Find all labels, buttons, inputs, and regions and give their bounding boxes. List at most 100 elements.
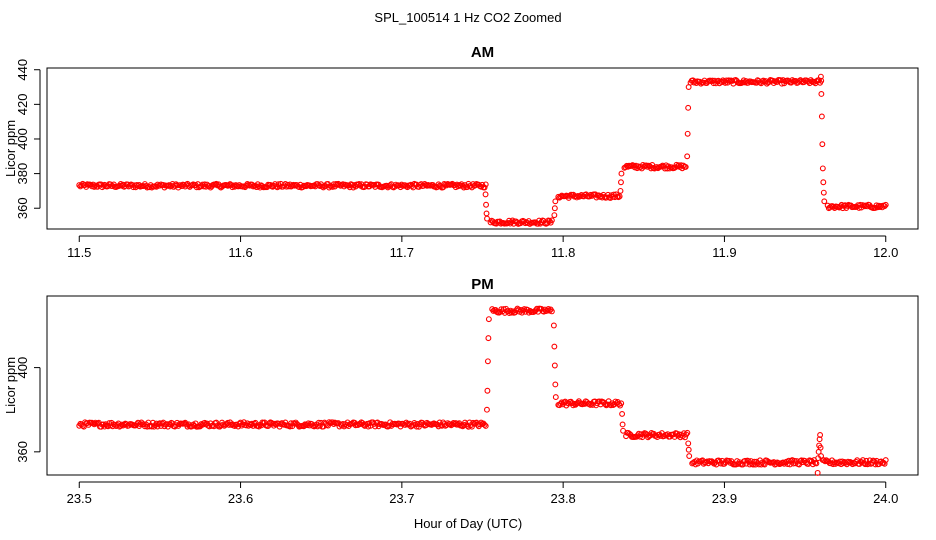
data-point (156, 420, 163, 427)
data-point (481, 421, 488, 428)
data-point (551, 205, 558, 212)
data-point (485, 316, 492, 323)
data-point (483, 201, 489, 208)
data-point (682, 434, 688, 441)
y-tick-label: 360 (15, 197, 30, 219)
data-point (379, 421, 386, 428)
plot-frame (46, 67, 919, 230)
data-point (872, 461, 879, 468)
data-point (751, 458, 758, 465)
y-tick-label: 400 (15, 357, 30, 379)
x-tick-label: 23.7 (389, 491, 414, 506)
data-point (818, 91, 825, 97)
x-tick-label: 12.0 (873, 245, 898, 260)
data-point (319, 183, 326, 190)
data-point (862, 461, 869, 468)
data-point (551, 212, 558, 219)
data-point (552, 198, 559, 205)
data-point (882, 201, 889, 208)
data-point (485, 335, 492, 342)
data-point (882, 457, 889, 463)
data-point (742, 457, 749, 464)
data-point (156, 182, 163, 189)
panel-title: AM (471, 44, 494, 61)
x-tick-label: 11.8 (551, 245, 575, 260)
y-axis-label: Licor ppm (3, 357, 18, 414)
data-point (291, 420, 298, 427)
data-point (619, 410, 626, 417)
data-point (865, 460, 872, 467)
data-point (392, 181, 399, 188)
data-point (819, 165, 826, 172)
data-point (153, 420, 160, 427)
y-tick-label: 440 (15, 59, 30, 81)
data-point (482, 181, 489, 188)
x-tick-label: 11.7 (390, 245, 414, 260)
data-point (618, 179, 624, 186)
data-point (484, 215, 490, 222)
x-tick-label: 11.6 (228, 245, 252, 260)
data-point (821, 198, 828, 205)
data-point (682, 163, 689, 170)
am-panel: AM 11.5 11.6 11.7 11.8 11.9 12.0 360 380 400 420 44… (3, 44, 919, 260)
data-point (483, 406, 490, 413)
data-point (818, 113, 825, 120)
data-point (484, 387, 491, 394)
data-point (579, 401, 586, 408)
data-point (685, 440, 692, 447)
data-point (315, 419, 322, 426)
data-point (616, 193, 623, 200)
data-point (481, 184, 488, 191)
data-point (686, 453, 693, 459)
data-point (552, 381, 559, 388)
data-point (685, 84, 692, 90)
x-tick-label: 11.5 (67, 245, 91, 260)
data-point (643, 162, 650, 169)
x-tick-label: 11.9 (712, 245, 736, 260)
data-point (329, 184, 336, 190)
data-point (818, 77, 825, 84)
data-point (820, 189, 827, 196)
data-point (482, 191, 489, 198)
panel-title: PM (471, 276, 494, 293)
data-point (148, 423, 155, 430)
data-point (818, 453, 825, 459)
y-tick-label: 400 (15, 128, 30, 150)
data-point (784, 461, 791, 467)
data-point (548, 308, 555, 315)
data-point (816, 436, 823, 443)
data-point (548, 217, 555, 224)
data-point (685, 104, 692, 111)
data-point (785, 457, 792, 464)
data-point (881, 203, 888, 210)
data-point (786, 461, 793, 468)
data-point (725, 77, 732, 84)
data-point (266, 420, 273, 427)
data-point (117, 422, 124, 429)
data-point (551, 362, 558, 369)
data-point (550, 322, 557, 329)
data-point (817, 73, 824, 80)
data-point (881, 460, 888, 467)
data-point (817, 444, 824, 451)
y-tick-label: 380 (15, 163, 30, 185)
data-point (272, 420, 278, 427)
data-point (482, 422, 489, 429)
data-point (813, 460, 820, 467)
figure-title: SPL_100514 1 Hz CO2 Zoomed (374, 10, 561, 25)
data-point (745, 458, 752, 465)
data-point (618, 400, 625, 407)
data-series (76, 305, 889, 476)
data-point (619, 421, 626, 428)
data-point (483, 210, 490, 217)
data-point (684, 130, 691, 137)
x-tick-label: 23.5 (67, 491, 92, 506)
y-axis-label: Licor ppm (3, 120, 18, 177)
plot-frame (46, 295, 919, 476)
x-tick-label: 23.9 (712, 491, 737, 506)
data-point (551, 343, 558, 350)
y-tick-label: 420 (15, 94, 30, 116)
data-point (814, 469, 821, 476)
